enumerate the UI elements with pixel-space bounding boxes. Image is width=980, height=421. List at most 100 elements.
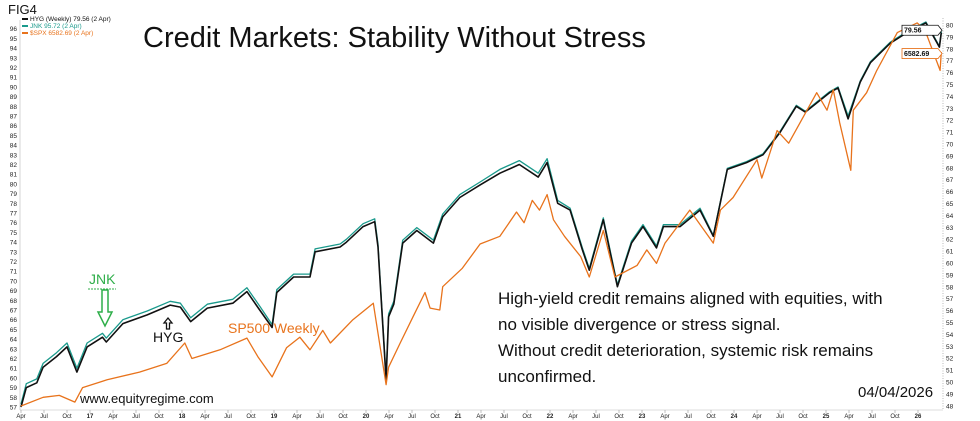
jnk-down-arrow-icon <box>96 289 114 328</box>
commentary-line: Without credit deterioration, systemic r… <box>498 341 874 360</box>
left-tick-label: 67 <box>10 308 18 315</box>
chart-title: Credit Markets: Stability Without Stress <box>143 22 646 54</box>
right-tick-label: 66 <box>946 189 954 196</box>
left-tick-label: 96 <box>10 26 18 33</box>
left-tick-label: 94 <box>10 46 18 53</box>
right-tick-label: 73 <box>946 106 954 113</box>
x-tick-label: 17 <box>87 414 94 420</box>
left-tick-label: 65 <box>10 327 18 334</box>
legend-text: JNK 95.72 (2 Apr) <box>30 23 82 30</box>
right-tick-label: 74 <box>946 94 954 101</box>
legend-text: $SPX 6582.69 (2 Apr) <box>30 30 94 37</box>
spx-annotation: SP500 Weekly <box>228 320 320 336</box>
left-tick-label: 84 <box>10 143 18 150</box>
legend: HYG (Weekly) 79.56 (2 Apr) JNK 95.72 (2 … <box>22 16 111 37</box>
right-tick-label: 69 <box>946 153 954 160</box>
x-tick-label: 24 <box>731 414 738 420</box>
x-tick-label: Apr <box>568 414 577 420</box>
left-tick-label: 76 <box>10 220 18 227</box>
left-tick-label: 62 <box>10 356 18 363</box>
x-tick-label: Apr <box>108 414 117 420</box>
last-value-tag-text: 79.56 <box>904 28 922 35</box>
right-tick-label: 79 <box>946 34 954 41</box>
commentary-line: no visible divergence or stress signal. <box>498 315 781 334</box>
right-tick-label: 58 <box>946 284 954 291</box>
x-tick-label: 18 <box>179 414 186 420</box>
x-tick-label: Jul <box>868 414 876 420</box>
x-tick-label: Oct <box>430 414 440 420</box>
right-tick-label: 50 <box>946 380 954 387</box>
x-tick-label: Oct <box>154 414 164 420</box>
x-tick-label: 19 <box>271 414 278 420</box>
x-tick-label: Apr <box>844 414 853 420</box>
right-tick-label: 51 <box>946 368 954 375</box>
left-tick-label: 77 <box>10 211 18 218</box>
right-tick-label: 77 <box>946 58 954 65</box>
legend-item-jnk: JNK 95.72 (2 Apr) <box>22 23 111 30</box>
left-tick-label: 71 <box>10 269 18 276</box>
x-tick-label: Oct <box>522 414 532 420</box>
left-tick-label: 89 <box>10 94 18 101</box>
commentary-line: High-yield credit remains aligned with e… <box>498 289 883 308</box>
x-tick-label: Oct <box>62 414 72 420</box>
legend-item-hyg: HYG (Weekly) 79.56 (2 Apr) <box>22 16 111 23</box>
x-tick-label: Oct <box>890 414 900 420</box>
right-tick-label: 72 <box>946 118 954 125</box>
left-tick-label: 75 <box>10 230 18 237</box>
x-tick-label: Apr <box>476 414 485 420</box>
x-tick-label: 20 <box>363 414 370 420</box>
x-tick-label: Jul <box>224 414 232 420</box>
right-tick-label: 75 <box>946 82 954 89</box>
right-tick-label: 55 <box>946 320 954 327</box>
right-tick-label: 78 <box>946 46 954 53</box>
x-tick-label: Jul <box>592 414 600 420</box>
right-tick-label: 57 <box>946 296 954 303</box>
right-tick-label: 80 <box>946 23 954 30</box>
x-tick-label: Jul <box>408 414 416 420</box>
left-tick-label: 57 <box>10 405 18 412</box>
x-tick-label: Jul <box>684 414 692 420</box>
left-tick-label: 90 <box>10 84 18 91</box>
right-tick-label: 63 <box>946 225 954 232</box>
x-tick-label: 25 <box>823 414 830 420</box>
jnk-annotation: JNK <box>89 271 116 287</box>
x-axis: Apr Jul Oct 17 Apr Jul Oct 18 Apr Jul Oct 19 Apr Jul O… <box>16 409 943 420</box>
x-tick-label: Jul <box>316 414 324 420</box>
x-tick-label: Jul <box>500 414 508 420</box>
left-tick-label: 85 <box>10 133 18 140</box>
right-tick-label: 48 <box>946 403 954 410</box>
right-tick-label: 68 <box>946 165 954 172</box>
left-axis: 57 58 59 60 61 62 63 64 65 66 67 68 69 70 71 72 73 74 75 76… <box>10 20 21 412</box>
x-tick-label: Jul <box>132 414 140 420</box>
right-tick-label: 62 <box>946 237 954 244</box>
left-tick-label: 58 <box>10 395 18 402</box>
x-tick-label: 26 <box>915 414 922 420</box>
right-tick-label: 53 <box>946 344 954 351</box>
series-line-hyg <box>20 22 943 408</box>
hyg-annotation: HYG <box>153 329 184 345</box>
annotation-arrows <box>88 288 174 330</box>
x-tick-label: Apr <box>384 414 393 420</box>
left-tick-label: 92 <box>10 65 18 72</box>
series-layer <box>20 21 943 408</box>
right-tick-label: 49 <box>946 391 954 398</box>
commentary-line: unconfirmed. <box>498 367 597 386</box>
right-tick-label: 67 <box>946 177 954 184</box>
commentary-text: High-yield credit remains aligned with e… <box>498 286 883 390</box>
left-tick-label: 69 <box>10 288 18 295</box>
x-tick-label: Jul <box>776 414 784 420</box>
left-tick-label: 95 <box>10 36 18 43</box>
left-tick-label: 70 <box>10 278 18 285</box>
left-tick-label: 68 <box>10 298 18 305</box>
left-tick-label: 91 <box>10 75 18 82</box>
chart-date: 04/04/2026 <box>858 384 934 401</box>
left-tick-label: 72 <box>10 259 18 266</box>
figure-label: FIG4 <box>8 2 37 17</box>
x-tick-label: Apr <box>292 414 301 420</box>
website-watermark: www.equityregime.com <box>80 391 214 406</box>
left-tick-label: 88 <box>10 104 18 111</box>
series-line-sp500-weekly <box>20 22 942 407</box>
left-tick-label: 79 <box>10 191 18 198</box>
right-tick-label: 56 <box>946 308 954 315</box>
x-tick-label: Oct <box>246 414 256 420</box>
